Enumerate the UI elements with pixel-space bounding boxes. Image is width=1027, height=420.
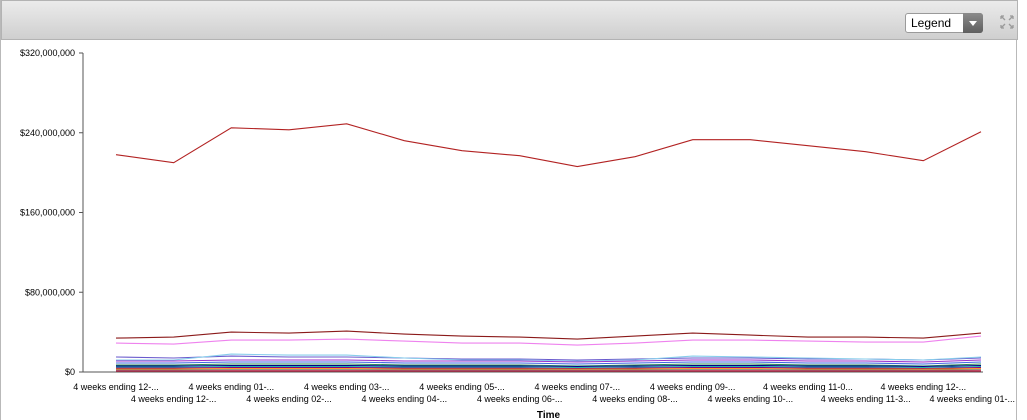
expand-arrows-icon[interactable]	[1000, 15, 1014, 29]
y-axis: $0 $80,000,000 $160,000,000 $240,000,000 $32…	[20, 48, 84, 377]
x-tick-label: 4 weeks ending 01-...	[189, 382, 275, 392]
y-tick-label: $160,000,000	[20, 208, 75, 218]
series-line-10	[116, 365, 982, 369]
legend-dropdown[interactable]: Legend	[905, 13, 983, 33]
series-line-1	[115, 123, 982, 168]
series-line-4	[115, 355, 982, 361]
series-line-2	[115, 330, 982, 340]
series-line-12	[116, 368, 982, 370]
x-axis-title: Time	[537, 410, 561, 420]
x-tick-label: 4 weeks ending 12-...	[881, 382, 967, 392]
x-tick-label: 4 weeks ending 08-...	[592, 394, 678, 404]
series-line-9	[116, 364, 982, 368]
x-tick-label: 4 weeks ending 11-3...	[821, 394, 911, 404]
series-line-6	[116, 359, 982, 363]
x-tick-label: 4 weeks ending 11-0...	[763, 382, 853, 392]
series-line-3	[115, 335, 982, 346]
chevron-down-icon	[963, 13, 983, 33]
y-tick-label: $320,000,000	[20, 48, 75, 58]
x-tick-label: 4 weeks ending 02-...	[246, 394, 332, 404]
x-axis: 4 weeks ending 12-... 4 weeks ending 12-.…	[73, 371, 1015, 404]
series-line-8	[116, 363, 982, 367]
x-tick-label: 4 weeks ending 12-...	[73, 382, 159, 392]
x-tick-label: 4 weeks ending 05-...	[419, 382, 505, 392]
y-tick-label: $240,000,000	[20, 128, 75, 138]
chart-toolbar: Legend	[1, 0, 1018, 40]
series-layer	[115, 123, 982, 372]
x-tick-label: 4 weeks ending 04-...	[362, 394, 448, 404]
x-tick-label: 4 weeks ending 09-...	[650, 382, 736, 392]
x-tick-label: 4 weeks ending 01-...	[929, 394, 1015, 404]
series-line-7	[116, 361, 982, 365]
x-tick-label: 4 weeks ending 06-...	[477, 394, 563, 404]
x-tick-label: 4 weeks ending 10-...	[708, 394, 794, 404]
series-line-5	[116, 353, 982, 362]
line-chart: $0 $80,000,000 $160,000,000 $240,000,000 $32…	[20, 48, 1015, 420]
x-tick-label: 4 weeks ending 07-...	[535, 382, 621, 392]
series-line-11	[116, 366, 982, 370]
y-tick-label: $0	[65, 367, 75, 377]
legend-dropdown-label: Legend	[911, 16, 952, 30]
y-tick-label: $80,000,000	[25, 287, 75, 297]
x-tick-label: 4 weeks ending 03-...	[304, 382, 390, 392]
x-tick-label: 4 weeks ending 12-...	[131, 394, 217, 404]
